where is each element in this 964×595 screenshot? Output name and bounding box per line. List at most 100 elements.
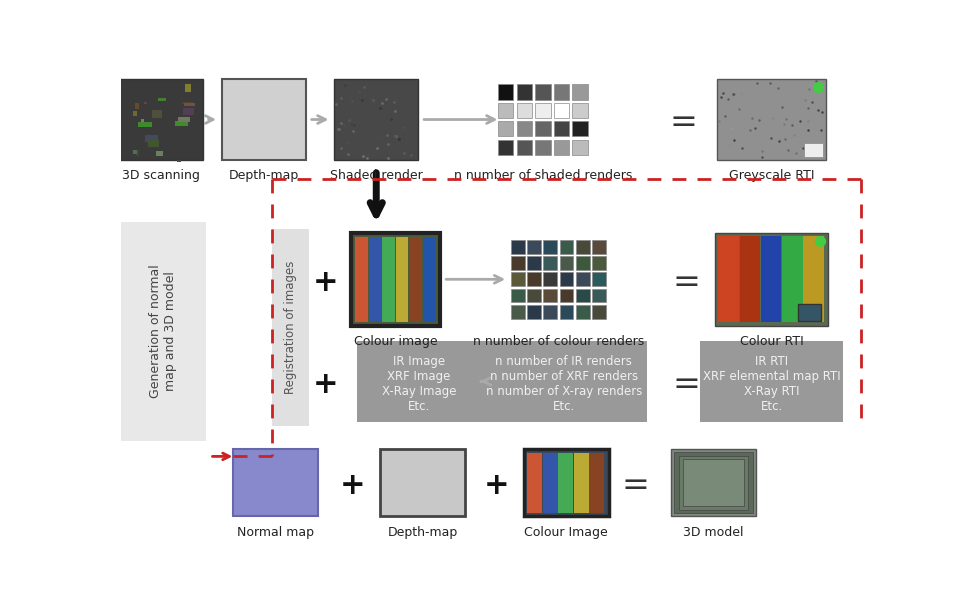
Bar bbox=[576, 289, 590, 302]
Bar bbox=[133, 150, 137, 154]
Bar bbox=[559, 240, 574, 254]
Bar bbox=[592, 240, 606, 254]
Bar bbox=[553, 121, 569, 136]
Bar bbox=[141, 119, 145, 124]
Bar bbox=[382, 237, 395, 322]
Bar bbox=[233, 449, 318, 516]
Bar bbox=[148, 140, 159, 147]
Bar bbox=[120, 221, 205, 441]
Bar bbox=[544, 256, 557, 270]
Text: Colour Image: Colour Image bbox=[524, 526, 608, 538]
Bar bbox=[498, 84, 514, 99]
Text: +: + bbox=[313, 370, 338, 399]
Bar bbox=[544, 289, 557, 302]
Bar bbox=[355, 237, 367, 322]
Bar bbox=[136, 102, 140, 109]
Bar bbox=[517, 140, 532, 155]
Bar bbox=[761, 236, 782, 322]
Bar bbox=[804, 143, 822, 157]
Bar bbox=[185, 84, 191, 92]
Text: Shaded render: Shaded render bbox=[330, 169, 422, 182]
Bar bbox=[527, 273, 541, 286]
Bar bbox=[368, 237, 382, 322]
Bar bbox=[559, 289, 574, 302]
Bar bbox=[498, 140, 514, 155]
Bar bbox=[535, 102, 550, 118]
Bar bbox=[535, 121, 550, 136]
Bar bbox=[144, 102, 147, 104]
Text: =: = bbox=[670, 106, 698, 139]
Bar bbox=[558, 453, 574, 513]
Bar bbox=[146, 135, 158, 142]
Text: Registration of images: Registration of images bbox=[283, 261, 297, 394]
Bar bbox=[671, 449, 756, 516]
Bar bbox=[395, 237, 409, 322]
Text: IR RTI
XRF elemental map RTI
X-Ray RTI
Etc.: IR RTI XRF elemental map RTI X-Ray RTI E… bbox=[703, 355, 841, 413]
Bar bbox=[679, 456, 748, 509]
Bar bbox=[592, 305, 606, 318]
Bar bbox=[498, 121, 514, 136]
Bar bbox=[527, 453, 542, 513]
Bar bbox=[683, 459, 743, 506]
Bar bbox=[718, 236, 738, 322]
Text: 3D model: 3D model bbox=[683, 526, 743, 538]
Bar bbox=[798, 304, 821, 321]
Bar bbox=[357, 341, 481, 422]
Text: Generation of normal
map and 3D model: Generation of normal map and 3D model bbox=[149, 264, 177, 398]
Text: IR Image
XRF Image
X-Ray Image
Etc.: IR Image XRF Image X-Ray Image Etc. bbox=[382, 355, 456, 413]
Bar bbox=[272, 229, 308, 425]
Bar bbox=[592, 256, 606, 270]
Bar bbox=[544, 273, 557, 286]
Bar bbox=[183, 108, 194, 115]
Bar bbox=[351, 233, 441, 325]
Bar bbox=[523, 449, 608, 516]
Bar bbox=[576, 256, 590, 270]
Bar bbox=[176, 159, 181, 162]
Bar bbox=[739, 236, 760, 322]
Bar bbox=[803, 236, 824, 322]
Bar bbox=[576, 305, 590, 318]
Text: Greyscale RTI: Greyscale RTI bbox=[729, 169, 815, 182]
Text: +: + bbox=[340, 471, 365, 500]
Bar bbox=[152, 111, 162, 118]
Bar bbox=[544, 305, 557, 318]
Text: Colour image: Colour image bbox=[354, 335, 438, 347]
Text: Colour RTI: Colour RTI bbox=[739, 335, 803, 347]
Bar bbox=[674, 452, 753, 513]
Bar bbox=[573, 102, 588, 118]
Bar bbox=[576, 240, 590, 254]
Bar bbox=[553, 102, 569, 118]
Bar bbox=[178, 117, 190, 121]
Bar bbox=[573, 84, 588, 99]
Bar bbox=[559, 305, 574, 318]
Bar bbox=[511, 256, 524, 270]
Text: +: + bbox=[313, 268, 338, 297]
Bar bbox=[589, 453, 604, 513]
Text: n number of IR renders
n number of XRF renders
n number of X-ray renders
Etc.: n number of IR renders n number of XRF r… bbox=[486, 355, 642, 413]
Bar bbox=[553, 84, 569, 99]
Bar bbox=[511, 305, 524, 318]
Bar bbox=[576, 273, 590, 286]
Bar bbox=[409, 237, 422, 322]
Bar bbox=[574, 453, 589, 513]
Bar bbox=[559, 273, 574, 286]
Bar bbox=[380, 449, 466, 516]
Bar bbox=[527, 289, 541, 302]
Bar bbox=[136, 150, 139, 156]
Text: =: = bbox=[622, 469, 650, 502]
Bar bbox=[535, 140, 550, 155]
Text: Normal map: Normal map bbox=[237, 526, 314, 538]
Bar bbox=[511, 289, 524, 302]
Bar bbox=[517, 102, 532, 118]
Bar bbox=[559, 256, 574, 270]
Bar bbox=[527, 240, 541, 254]
Text: n number of colour renders: n number of colour renders bbox=[472, 335, 644, 347]
Bar bbox=[181, 102, 193, 104]
Bar bbox=[592, 273, 606, 286]
Bar bbox=[527, 305, 541, 318]
Bar bbox=[183, 104, 195, 106]
Text: Depth-map: Depth-map bbox=[388, 526, 458, 538]
Bar bbox=[553, 140, 569, 155]
Bar bbox=[511, 240, 524, 254]
Bar bbox=[700, 341, 844, 422]
